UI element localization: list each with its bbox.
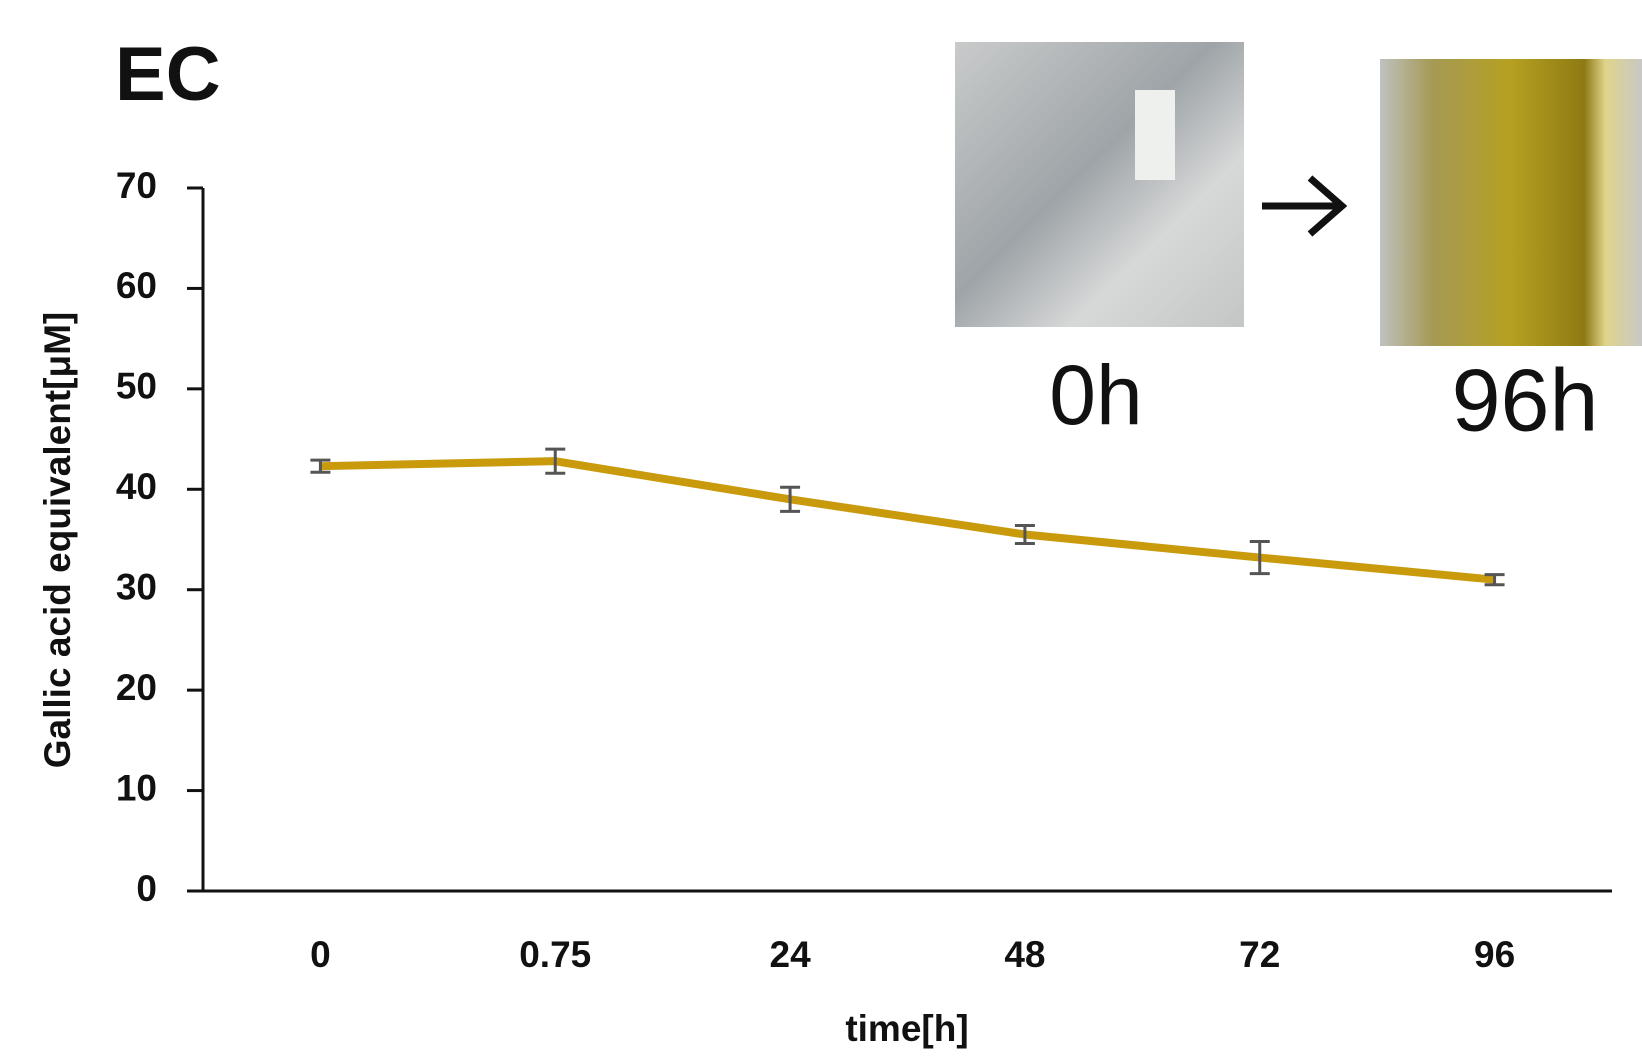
x-axis-label: time[h]: [845, 1008, 968, 1049]
error-bar: [780, 485, 801, 513]
photo-0h: [955, 42, 1244, 327]
x-tick-label: 24: [770, 934, 812, 975]
error-bar: [545, 447, 566, 475]
arrow: [1262, 175, 1348, 237]
y-tick-label: 70: [116, 165, 157, 206]
y-tick-label: 60: [116, 265, 157, 306]
x-tick-label: 72: [1239, 934, 1280, 975]
annotation: 0h: [1049, 348, 1142, 442]
x-tick-label: 48: [1004, 934, 1045, 975]
photo-detail: [1135, 90, 1175, 180]
annotation: 96h: [1452, 350, 1599, 449]
error-bar: [1014, 523, 1035, 546]
y-tick-label: 0: [136, 868, 157, 909]
x-tick-label: 0.75: [519, 934, 591, 975]
y-tick-label: 50: [116, 366, 157, 407]
y-tick-label: 30: [116, 566, 157, 607]
photo-96h: [1380, 59, 1642, 346]
y-axis-label: Gallic acid equivalent[μM]: [37, 312, 78, 768]
y-tick-label: 20: [116, 667, 157, 708]
y-tick-label: 10: [116, 767, 157, 808]
x-tick-label: 0: [310, 934, 331, 975]
error-bar: [1249, 540, 1270, 576]
x-tick-label: 96: [1474, 934, 1515, 975]
error-bar: [310, 458, 331, 474]
y-tick-label: 40: [116, 466, 157, 507]
error-bar: [1484, 573, 1505, 587]
panel-label: EC: [115, 32, 221, 117]
series-line: [320, 457, 1495, 584]
